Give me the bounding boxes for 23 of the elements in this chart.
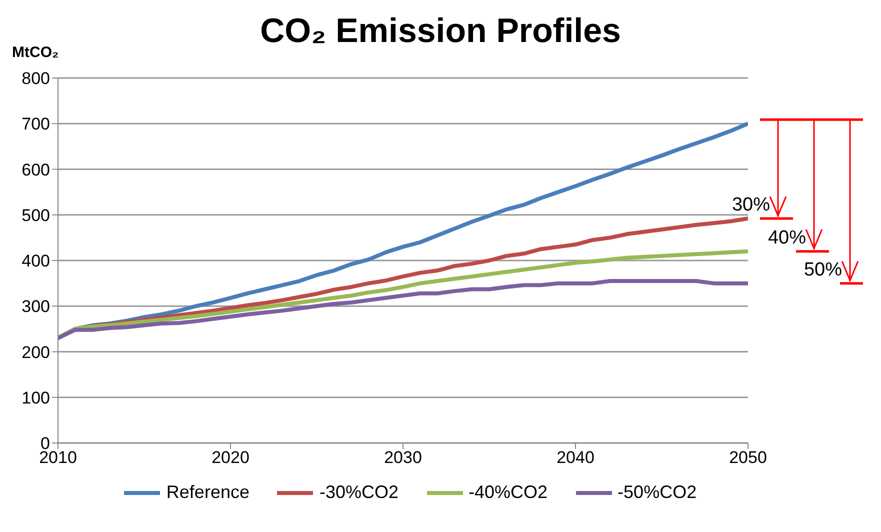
chart-title: CO₂ Emission Profiles (260, 12, 621, 50)
y-axis-title: MtCO₂ (12, 44, 59, 61)
x-tick-label: 2020 (212, 448, 250, 468)
annotation: 30% (732, 194, 770, 216)
x-tick-label: 2040 (556, 448, 594, 468)
legend-label: -30%CO2 (319, 482, 399, 503)
legend-label: -40%CO2 (468, 482, 548, 503)
line-series (58, 279, 748, 340)
y-tick-label: 300 (22, 297, 50, 316)
y-tick-label: 100 (22, 388, 50, 408)
text: 40% (768, 227, 806, 248)
x-tick-label: 2050 (729, 448, 767, 468)
y-tick-label: 200 (22, 342, 50, 362)
legend-label: -50%CO2 (618, 482, 697, 503)
y-tick-label: 800 (22, 69, 50, 88)
x-tick-label: 2010 (39, 448, 77, 468)
y-tick-label: 600 (22, 160, 50, 180)
legend-label: Reference (166, 482, 250, 503)
y-tick-label: 700 (22, 114, 50, 134)
y-tick-label: 500 (22, 206, 50, 225)
text: 50% (804, 259, 842, 280)
y-tick-label: 400 (22, 252, 50, 271)
x-tick-label: 2030 (384, 448, 422, 468)
